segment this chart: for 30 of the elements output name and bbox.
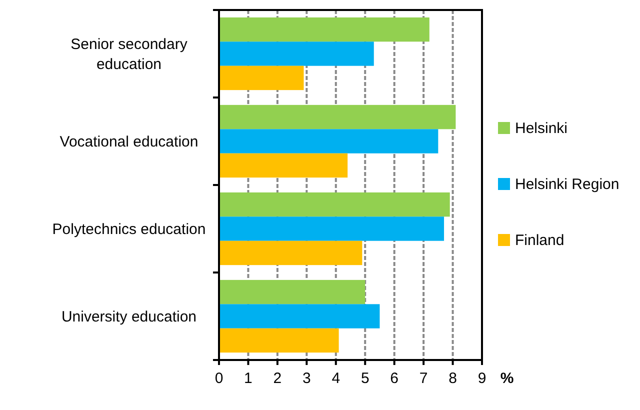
x-tick-label: 9 [478, 370, 486, 387]
y-tick-label: Senior secondary education [70, 36, 188, 73]
x-tick-label: 0 [214, 370, 224, 387]
legend-label: Helsinki Region [515, 176, 620, 193]
bar [219, 153, 348, 178]
x-tick-label: 4 [332, 370, 340, 387]
x-tick-label: 8 [448, 370, 457, 387]
x-axis-title: % [500, 370, 514, 387]
x-tick-label: 5 [360, 370, 370, 387]
bar [219, 66, 304, 90]
bar [219, 104, 456, 130]
bar [219, 240, 362, 266]
y-tick-label: Polytechnics education [52, 220, 206, 238]
bar [219, 280, 366, 304]
bar [219, 216, 444, 241]
x-tick-label: 3 [302, 370, 311, 387]
x-tick-label: 6 [390, 370, 399, 387]
x-tick-label: 7 [419, 370, 428, 387]
bar [219, 42, 374, 66]
bar [219, 328, 339, 353]
bar [219, 304, 380, 328]
y-tick-label: Vocational education [60, 133, 198, 150]
y-tick-label: University education [61, 308, 197, 326]
bar [219, 192, 450, 217]
bar [219, 17, 430, 42]
legend-label: Finland [515, 232, 564, 249]
x-tick-label: 2 [273, 370, 282, 387]
bar [219, 129, 438, 154]
x-tick-label: 1 [244, 370, 252, 387]
legend-label: Helsinki [515, 120, 568, 137]
